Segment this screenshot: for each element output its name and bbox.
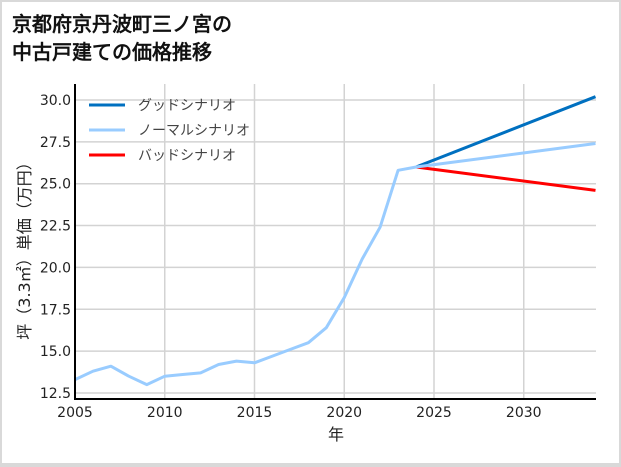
y-tick-label: 12.5 (40, 386, 71, 402)
chart-title: 京都府京丹波町三ノ宮の 中古戸建ての価格推移 (12, 10, 232, 66)
y-tick-label: 22.5 (40, 219, 71, 235)
legend-label: バッドシナリオ (138, 148, 236, 164)
series-line (415, 95, 597, 169)
y-tick-label: 30.0 (40, 93, 71, 109)
series-lines (74, 95, 597, 387)
x-axis-label: 年 (328, 425, 344, 444)
y-tick-label: 25.0 (40, 177, 71, 193)
legend-label: ノーマルシナリオ (138, 123, 250, 139)
y-axis-label: 坪（3.3㎡）単価（万円） (15, 154, 34, 339)
series-line (415, 165, 596, 192)
x-tick-label: 2005 (57, 405, 93, 421)
x-tick-label: 2015 (237, 405, 273, 421)
series-line (74, 142, 596, 387)
y-tick-label: 27.5 (40, 135, 71, 151)
x-tick-label: 2025 (416, 405, 452, 421)
y-tick-label: 17.5 (40, 302, 71, 318)
axes: 2005 2010 2015 2020 2025 2030 12.5 15.0 17.5 20.0… (40, 84, 596, 421)
x-tick-label: 2020 (326, 405, 362, 421)
chart-title-line-1: 京都府京丹波町三ノ宮の (12, 12, 232, 36)
x-tick-label: 2010 (147, 405, 183, 421)
x-tick-label: 2030 (506, 405, 542, 421)
y-tick-label: 15.0 (40, 344, 71, 360)
chart-title-line-2: 中古戸建ての価格推移 (12, 40, 212, 64)
legend-label: グッドシナリオ (138, 98, 236, 114)
y-tick-label: 20.0 (40, 260, 71, 276)
